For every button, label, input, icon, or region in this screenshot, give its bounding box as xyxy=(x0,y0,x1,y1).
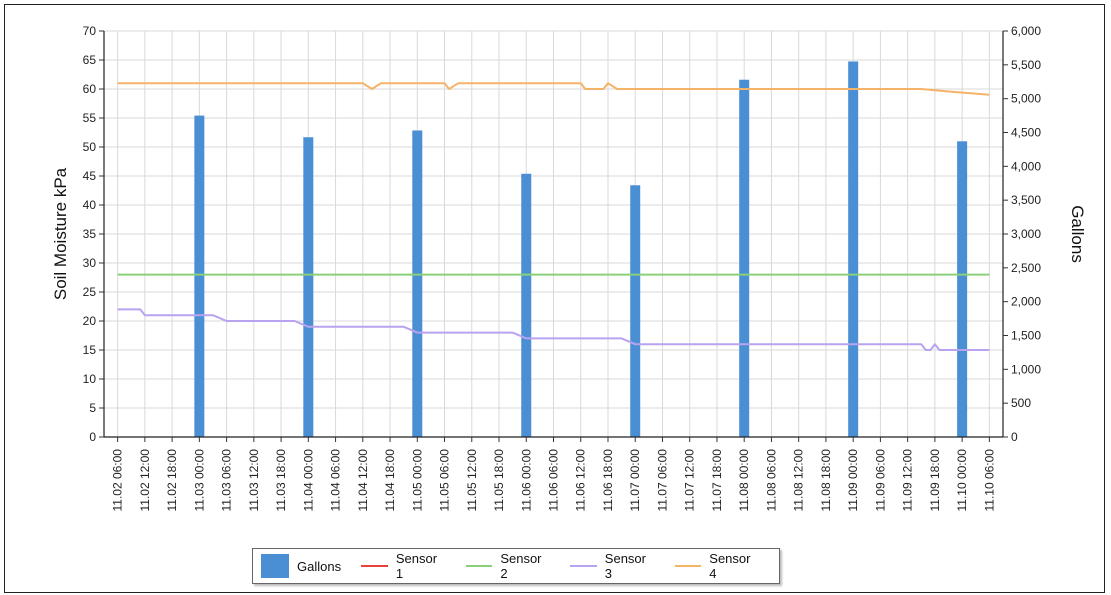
x-tick-label: 11.10 06:00 xyxy=(982,449,996,512)
bar-gallons xyxy=(957,141,968,437)
legend-swatch-sensor-4 xyxy=(674,565,702,567)
x-tick-label: 11.07 00:00 xyxy=(628,449,642,512)
legend-label-sensor-3: Sensor 3 xyxy=(604,551,646,581)
x-tick-label: 11.04 12:00 xyxy=(356,449,370,512)
right-tick-label: 3,500 xyxy=(1011,193,1041,207)
x-tick-label: 11.02 12:00 xyxy=(138,449,152,512)
right-tick-label: 0 xyxy=(1011,430,1018,444)
right-tick-label: 5,500 xyxy=(1011,58,1041,72)
bar-gallons xyxy=(412,130,423,437)
legend-item-gallons[interactable]: Gallons xyxy=(261,554,341,578)
right-axis-ticks: 0 500 1,000 1,500 2,000 2,500 3,000 3,500 4,000 4… xyxy=(1003,24,1041,444)
left-tick-label: 5 xyxy=(89,401,96,415)
bar-gallons xyxy=(848,61,859,437)
x-tick-label: 11.06 06:00 xyxy=(547,449,561,512)
x-tick-label: 11.05 18:00 xyxy=(492,449,506,512)
x-tick-label: 11.06 18:00 xyxy=(601,449,615,512)
left-tick-label: 55 xyxy=(83,111,97,125)
left-tick-label: 25 xyxy=(83,285,97,299)
left-axis-ticks: 0 5 10 15 20 25 30 35 40 45 50 55 60 65 70 xyxy=(83,24,104,444)
legend-swatch-sensor-3 xyxy=(570,565,597,567)
bar-gallons xyxy=(739,79,750,437)
legend-item-sensor-3[interactable]: Sensor 3 xyxy=(570,551,654,581)
x-axis-ticks: 11.02 06:00 11.02 12:00 11.02 18:00 11.03 0… xyxy=(111,437,996,512)
x-tick-label: 11.08 06:00 xyxy=(764,449,778,512)
left-tick-label: 10 xyxy=(83,372,97,386)
x-tick-label: 11.06 12:00 xyxy=(574,449,588,512)
x-tick-label: 11.05 00:00 xyxy=(410,449,424,512)
x-tick-label: 11.08 12:00 xyxy=(792,449,806,512)
x-tick-label: 11.08 18:00 xyxy=(819,449,833,512)
left-tick-label: 30 xyxy=(83,256,97,270)
x-tick-label: 11.04 18:00 xyxy=(383,449,397,512)
right-axis-title: Gallons xyxy=(1068,205,1087,263)
left-tick-label: 60 xyxy=(83,82,97,96)
left-tick-label: 20 xyxy=(83,314,97,328)
x-tick-label: 11.07 06:00 xyxy=(655,449,669,512)
bars-group xyxy=(194,61,968,437)
left-tick-label: 40 xyxy=(83,198,97,212)
right-tick-label: 4,000 xyxy=(1011,159,1041,173)
x-tick-label: 11.09 06:00 xyxy=(873,449,887,512)
legend-label-sensor-1: Sensor 1 xyxy=(395,551,438,581)
x-tick-label: 11.03 00:00 xyxy=(192,449,206,512)
right-tick-label: 4,500 xyxy=(1011,126,1041,140)
series-line-sensor-4 xyxy=(117,82,990,96)
right-tick-label: 1,000 xyxy=(1011,362,1041,376)
legend-item-sensor-2[interactable]: Sensor 2 xyxy=(465,551,550,581)
right-tick-label: 2,500 xyxy=(1011,261,1041,275)
left-tick-label: 50 xyxy=(83,140,97,154)
x-tick-label: 11.09 00:00 xyxy=(846,449,860,512)
x-tick-label: 11.03 06:00 xyxy=(220,449,234,512)
grid-lines xyxy=(104,30,1003,437)
right-tick-label: 2,000 xyxy=(1011,295,1041,309)
x-tick-label: 11.03 18:00 xyxy=(274,449,288,512)
x-tick-label: 11.07 18:00 xyxy=(710,449,724,512)
legend-label-sensor-4: Sensor 4 xyxy=(709,551,751,581)
x-tick-label: 11.10 00:00 xyxy=(955,449,969,512)
left-tick-label: 15 xyxy=(83,343,97,357)
bar-gallons xyxy=(630,185,641,437)
left-axis-title: Soil Moisture kPa xyxy=(51,167,70,300)
legend-item-sensor-4[interactable]: Sensor 4 xyxy=(674,551,759,581)
right-tick-label: 6,000 xyxy=(1011,24,1041,38)
legend-swatch-sensor-1 xyxy=(361,565,388,567)
x-tick-label: 11.07 12:00 xyxy=(683,449,697,512)
legend-label-sensor-2: Sensor 2 xyxy=(500,551,542,581)
legend-item-sensor-1[interactable]: Sensor 1 xyxy=(361,551,445,581)
legend-label-gallons: Gallons xyxy=(297,558,342,574)
chart-legend: Gallons Sensor 1 Sensor 2 Sensor 3 Senso… xyxy=(252,548,780,584)
legend-swatch-gallons xyxy=(261,554,289,578)
x-tick-label: 11.04 00:00 xyxy=(301,449,315,512)
x-tick-label: 11.09 12:00 xyxy=(901,449,915,512)
left-tick-label: 45 xyxy=(83,169,97,183)
bar-gallons xyxy=(303,137,314,437)
series-line-sensor-3 xyxy=(117,308,990,351)
x-tick-label: 11.02 18:00 xyxy=(165,449,179,512)
left-tick-label: 70 xyxy=(83,24,97,38)
x-tick-label: 11.06 00:00 xyxy=(519,449,533,512)
x-tick-label: 11.03 12:00 xyxy=(247,449,261,512)
x-tick-label: 11.04 06:00 xyxy=(329,449,343,512)
left-tick-label: 35 xyxy=(83,227,97,241)
x-tick-label: 11.05 06:00 xyxy=(438,449,452,512)
right-tick-label: 3,000 xyxy=(1011,227,1041,241)
x-tick-label: 11.09 18:00 xyxy=(928,449,942,512)
bar-gallons xyxy=(521,173,532,437)
x-tick-label: 11.02 06:00 xyxy=(111,449,125,512)
lines-group xyxy=(117,82,990,351)
x-tick-label: 11.05 12:00 xyxy=(465,449,479,512)
legend-swatch-sensor-2 xyxy=(465,565,493,567)
right-tick-label: 5,000 xyxy=(1011,92,1041,106)
chart-frame xyxy=(4,4,1105,593)
left-tick-label: 0 xyxy=(89,430,96,444)
right-tick-label: 1,500 xyxy=(1011,329,1041,343)
bar-gallons xyxy=(194,115,205,437)
right-tick-label: 500 xyxy=(1011,396,1031,410)
x-tick-label: 11.08 00:00 xyxy=(737,449,751,512)
left-tick-label: 65 xyxy=(83,53,97,67)
